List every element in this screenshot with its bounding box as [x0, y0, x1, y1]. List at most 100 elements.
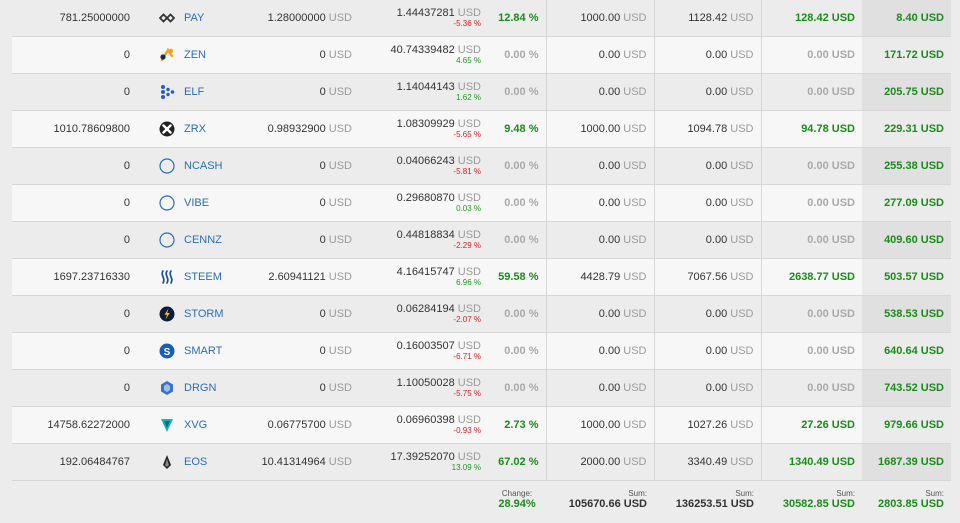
coin-symbol-link[interactable]: ZRX — [184, 123, 206, 135]
change-cell: 0.00 % — [488, 185, 546, 222]
amount-cell: 0 — [12, 370, 137, 407]
summary-total-value: 2803.85 USD — [869, 498, 944, 510]
buy-price-value: 0 — [320, 345, 326, 357]
change-value: 59.58 % — [498, 271, 538, 283]
change-cell: 0.00 % — [488, 74, 546, 111]
coin-row: 0 ZEN 0 USD 40.74339482 USD 4.65 % 0.00 … — [12, 37, 951, 74]
total-cell: 205.75 USD — [862, 74, 951, 111]
current-price-cell: 0.06960398 USD -0.93 % — [359, 407, 488, 444]
buy-price-unit: USD — [329, 271, 352, 283]
value-unit: USD — [730, 197, 753, 209]
coin-symbol-link[interactable]: CENNZ — [184, 234, 222, 246]
coin-symbol-link[interactable]: PAY — [184, 12, 204, 24]
coin-symbol-link[interactable]: XVG — [184, 419, 207, 431]
change-value: 0.00 % — [504, 382, 538, 394]
amount-value: 0 — [124, 49, 130, 61]
total-value: 503.57 USD — [884, 271, 944, 283]
coin-symbol-link[interactable]: ZEN — [184, 49, 206, 61]
value-cell: 0.00 USD — [654, 370, 761, 407]
summary-invested-label: Sum: — [553, 489, 647, 498]
invested-value: 2000.00 — [580, 456, 620, 468]
value-unit: USD — [730, 345, 753, 357]
coin-row: 0 DRGN 0 USD 1.10050028 USD -5.75 % 0.00… — [12, 370, 951, 407]
coin-symbol-link[interactable]: DRGN — [184, 382, 216, 394]
change-cell: 0.00 % — [488, 296, 546, 333]
current-price-cell: 1.10050028 USD -5.75 % — [359, 370, 488, 407]
profit-value: 0.00 USD — [807, 234, 855, 246]
amount-value: 0 — [124, 382, 130, 394]
profit-value: 0.00 USD — [807, 308, 855, 320]
coin-cell[interactable]: STEEM — [137, 259, 226, 296]
summary-profit-value: 30582.85 USD — [768, 498, 855, 510]
summary-invested: Sum: 105670.66 USD — [546, 481, 654, 523]
coin-cell[interactable]: CENNZ — [137, 222, 226, 259]
value-value: 0.00 — [706, 86, 727, 98]
buy-price-unit: USD — [329, 197, 352, 209]
portfolio-rows: 781.25000000 PAY 1.28000000 USD 1.444372… — [12, 0, 951, 481]
current-price-cell: 17.39252070 USD 13.09 % — [359, 444, 488, 481]
profit-cell: 0.00 USD — [761, 37, 862, 74]
coin-symbol-link[interactable]: EOS — [184, 456, 207, 468]
price-change-percent: -5.75 % — [366, 389, 481, 399]
xvg-icon — [159, 417, 175, 433]
coin-cell[interactable]: DRGN — [137, 370, 226, 407]
buy-price-cell: 0.98932900 USD — [226, 111, 359, 148]
amount-cell: 0 — [12, 222, 137, 259]
current-price-unit: USD — [458, 229, 481, 241]
change-cell: 12.84 % — [488, 0, 546, 37]
coin-symbol-link[interactable]: VIBE — [184, 197, 209, 209]
profit-value: 1340.49 USD — [789, 456, 855, 468]
summary-value-value: 136253.51 USD — [661, 498, 754, 510]
total-value: 255.38 USD — [884, 160, 944, 172]
coin-cell[interactable]: VIBE — [137, 185, 226, 222]
price-change-percent: 0.03 % — [366, 204, 481, 214]
coin-cell[interactable]: ZEN — [137, 37, 226, 74]
invested-unit: USD — [623, 12, 646, 24]
coin-cell[interactable]: S SMART — [137, 333, 226, 370]
amount-value: 1010.78609800 — [54, 123, 130, 135]
coin-cell[interactable]: PAY — [137, 0, 226, 37]
total-cell: 538.53 USD — [862, 296, 951, 333]
summary-invested-value: 105670.66 USD — [553, 498, 647, 510]
price-change-percent: -2.29 % — [366, 241, 481, 251]
value-cell: 1027.26 USD — [654, 407, 761, 444]
drgn-icon — [159, 380, 175, 396]
current-price-value: 1.10050028 — [397, 377, 455, 389]
invested-cell: 0.00 USD — [546, 370, 654, 407]
invested-value: 0.00 — [599, 160, 620, 172]
coin-cell[interactable]: ZRX — [137, 111, 226, 148]
price-change-percent: -5.65 % — [366, 130, 481, 140]
current-price-unit: USD — [458, 377, 481, 389]
amount-cell: 0 — [12, 296, 137, 333]
profit-value: 128.42 USD — [795, 12, 855, 24]
coin-cell[interactable]: STORM — [137, 296, 226, 333]
coin-cell[interactable]: NCASH — [137, 148, 226, 185]
coin-symbol-link[interactable]: NCASH — [184, 160, 223, 172]
coin-symbol-link[interactable]: SMART — [184, 345, 222, 357]
change-value: 2.73 % — [504, 419, 538, 431]
coin-cell[interactable]: XVG — [137, 407, 226, 444]
price-change-percent: 4.65 % — [366, 56, 481, 66]
buy-price-cell: 2.60941121 USD — [226, 259, 359, 296]
ncash-icon — [159, 158, 175, 174]
invested-cell: 0.00 USD — [546, 74, 654, 111]
coin-symbol-link[interactable]: ELF — [184, 86, 204, 98]
total-value: 229.31 USD — [884, 123, 944, 135]
current-price-cell: 0.44818834 USD -2.29 % — [359, 222, 488, 259]
coin-symbol-link[interactable]: STORM — [184, 308, 224, 320]
coin-cell[interactable]: ELF — [137, 74, 226, 111]
invested-cell: 0.00 USD — [546, 333, 654, 370]
change-value: 0.00 % — [504, 234, 538, 246]
change-cell: 9.48 % — [488, 111, 546, 148]
amount-cell: 0 — [12, 185, 137, 222]
storm-icon — [159, 306, 175, 322]
value-cell: 0.00 USD — [654, 333, 761, 370]
total-value: 538.53 USD — [884, 308, 944, 320]
summary-change-label: Change: — [488, 489, 546, 498]
value-value: 0.00 — [706, 197, 727, 209]
coin-symbol-link[interactable]: STEEM — [184, 271, 222, 283]
profit-cell: 128.42 USD — [761, 0, 862, 37]
smart-icon: S — [159, 343, 175, 359]
coin-cell[interactable]: EOS — [137, 444, 226, 481]
value-cell: 1128.42 USD — [654, 0, 761, 37]
